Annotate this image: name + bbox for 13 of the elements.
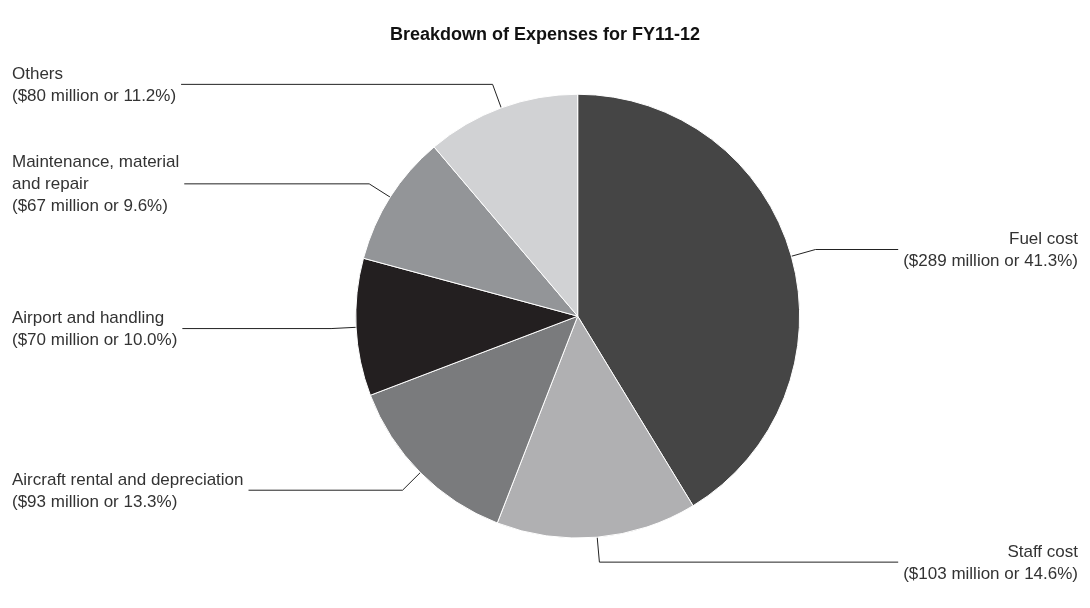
data-label: ($67 million or 9.6%) (12, 196, 168, 216)
data-label: ($103 million or 14.6%) (903, 563, 1078, 583)
slice-label: Others (12, 63, 64, 83)
slice-label: Aircraft rental and depreciation (12, 469, 244, 489)
slice-label: Airport and handling (12, 308, 165, 328)
data-label: ($289 million or 41.3%) (903, 251, 1078, 271)
data-label: ($80 million or 11.2%) (12, 85, 177, 105)
chart-title: Breakdown of Expenses for FY11-12 (389, 24, 701, 44)
slice-label: Maintenance, material and repair (12, 152, 180, 194)
data-label: ($93 million or 13.3%) (12, 491, 178, 511)
slice-label: Staff cost (1007, 541, 1079, 561)
slice-label: Fuel cost (1009, 229, 1079, 249)
data-label: ($70 million or 10.0%) (12, 330, 178, 350)
